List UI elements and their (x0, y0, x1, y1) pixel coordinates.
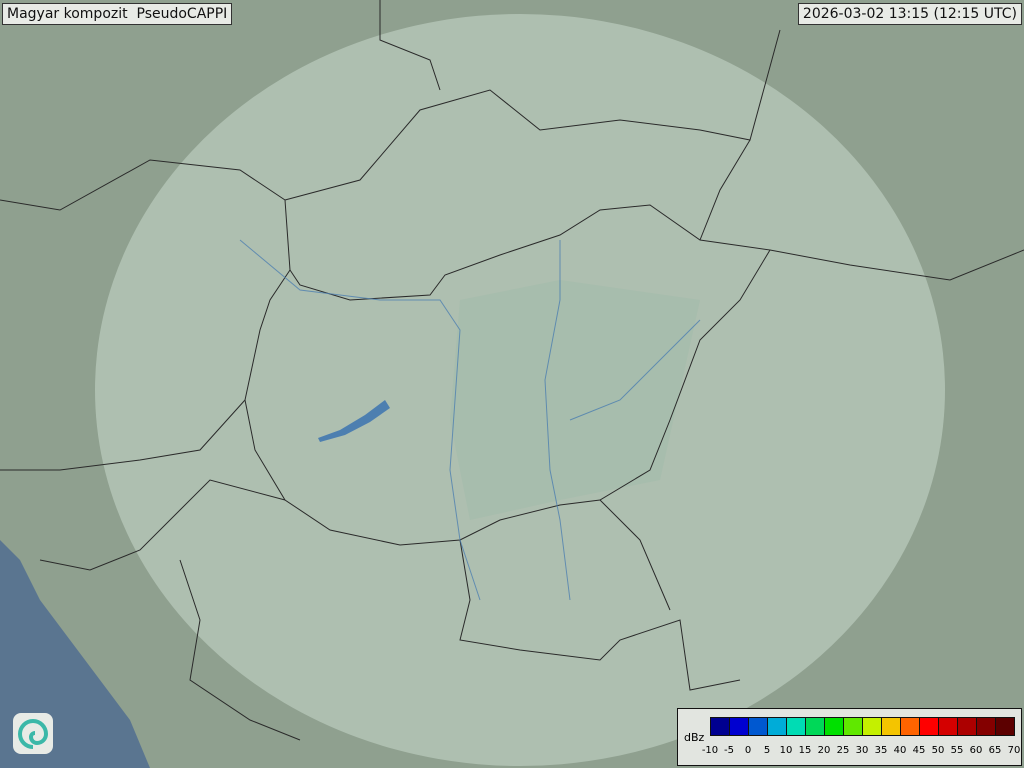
country-borders (0, 0, 1024, 741)
rivers (239, 239, 701, 601)
lake-balaton (318, 400, 390, 442)
legend-tick-label: 5 (763, 745, 771, 756)
hungary-plain-shading (450, 280, 700, 520)
legend-ticks: -10 -5 0 5 10 15 20 25 30 35 40 45 50 55 60 65 70 (700, 745, 1021, 759)
legend-tick-label: 25 (836, 745, 850, 756)
legend-swatch (901, 718, 920, 735)
legend-tick-label: 50 (931, 745, 945, 756)
legend-swatch (882, 718, 901, 735)
adriatic-sea (0, 540, 150, 768)
legend-tick-label: 20 (817, 745, 831, 756)
legend-swatch (977, 718, 996, 735)
legend-swatch (768, 718, 787, 735)
legend-tick-label: 40 (893, 745, 907, 756)
swirl-logo-icon (13, 713, 53, 754)
legend-tick-label: 30 (855, 745, 869, 756)
legend-swatch (825, 718, 844, 735)
legend-tick-label: 35 (874, 745, 888, 756)
legend-tick-label: 65 (988, 745, 1002, 756)
legend-swatch (844, 718, 863, 735)
legend-tick-label: 0 (744, 745, 752, 756)
legend-swatch (749, 718, 768, 735)
legend-swatch (711, 718, 730, 735)
legend-tick-label: 70 (1007, 745, 1021, 756)
legend-tick-label: 10 (779, 745, 793, 756)
legend-tick-label: -5 (724, 745, 734, 756)
legend-swatch (939, 718, 958, 735)
legend-swatch (863, 718, 882, 735)
legend-tick-label: 55 (950, 745, 964, 756)
legend-unit: dBz (684, 731, 705, 744)
legend-tick-label: 15 (798, 745, 812, 756)
legend-swatch (958, 718, 977, 735)
legend-swatch (730, 718, 749, 735)
legend-swatch (787, 718, 806, 735)
legend-color-bar (710, 717, 1015, 736)
dbz-legend: dBz -10 -5 0 5 10 15 20 25 30 35 40 45 50 55 60 65 70 (677, 708, 1022, 766)
timestamp: 2026-03-02 13:15 (12:15 UTC) (797, 3, 1022, 25)
legend-swatch (920, 718, 939, 735)
legend-tick-label: -10 (701, 745, 719, 756)
legend-swatch (996, 718, 1014, 735)
legend-swatch (806, 718, 825, 735)
legend-tick-label: 60 (969, 745, 983, 756)
map-title: Magyar kompozit PseudoCAPPI (2, 3, 233, 25)
legend-tick-label: 45 (912, 745, 926, 756)
